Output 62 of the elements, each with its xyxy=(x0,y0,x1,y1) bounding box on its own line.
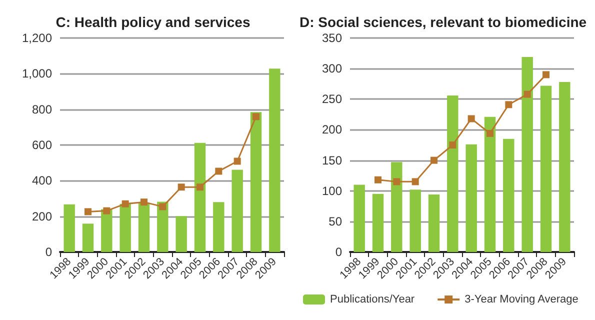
y-tick-label: 400 xyxy=(32,174,52,188)
bar xyxy=(428,194,440,252)
y-tick-label: 100 xyxy=(322,184,342,198)
point xyxy=(374,176,382,184)
point xyxy=(393,178,400,186)
y-tick-label: 800 xyxy=(32,102,52,116)
y-tick-label: 300 xyxy=(322,62,342,76)
y-tick-label: 50 xyxy=(328,214,342,228)
y-tick-label: 250 xyxy=(322,92,342,106)
bar xyxy=(194,142,206,252)
bar xyxy=(354,184,365,252)
point xyxy=(140,198,148,206)
point xyxy=(524,90,531,98)
bar xyxy=(484,116,496,252)
bar xyxy=(540,86,552,252)
bar xyxy=(213,202,224,252)
point xyxy=(196,184,204,191)
point xyxy=(122,200,129,208)
bar xyxy=(522,56,533,252)
point xyxy=(468,115,475,122)
point xyxy=(542,71,550,78)
point xyxy=(412,178,419,186)
y-tick-label: 350 xyxy=(322,31,342,45)
y-tick-label: 150 xyxy=(322,153,342,168)
point xyxy=(430,156,438,164)
chart-title: D: Social sciences, relevant to biomedicine xyxy=(299,14,587,30)
y-tick-label: 200 xyxy=(32,209,52,224)
y-tick-label: 0 xyxy=(335,245,342,259)
bar xyxy=(372,194,384,252)
bar xyxy=(503,138,514,252)
bar xyxy=(82,224,94,252)
point xyxy=(234,158,241,165)
point xyxy=(178,184,185,191)
bar xyxy=(176,216,187,252)
bar xyxy=(391,162,402,252)
bar xyxy=(250,112,262,252)
point xyxy=(84,208,92,216)
bar xyxy=(466,144,477,252)
legend-label: Publications/Year xyxy=(330,294,415,306)
y-tick-label: 600 xyxy=(32,138,52,152)
y-tick-label: 200 xyxy=(322,122,342,137)
bar xyxy=(64,204,75,252)
y-tick-label: 0 xyxy=(45,245,52,259)
chart-title: C: Health policy and services xyxy=(56,14,250,30)
bar xyxy=(232,170,243,252)
bar xyxy=(120,204,131,252)
point xyxy=(252,113,260,120)
point xyxy=(486,130,494,137)
point xyxy=(215,168,222,175)
bar xyxy=(101,209,112,252)
point xyxy=(505,101,512,108)
bar xyxy=(559,82,570,252)
legend-label: 3-Year Moving Average xyxy=(464,294,578,306)
y-tick-label: 1,000 xyxy=(22,66,52,81)
point xyxy=(449,142,456,148)
bar xyxy=(447,95,458,252)
bar xyxy=(269,68,280,252)
point xyxy=(103,207,110,214)
y-tick-label: 1,200 xyxy=(22,31,52,45)
bar xyxy=(138,202,150,252)
point xyxy=(159,203,166,210)
bar xyxy=(410,190,421,252)
